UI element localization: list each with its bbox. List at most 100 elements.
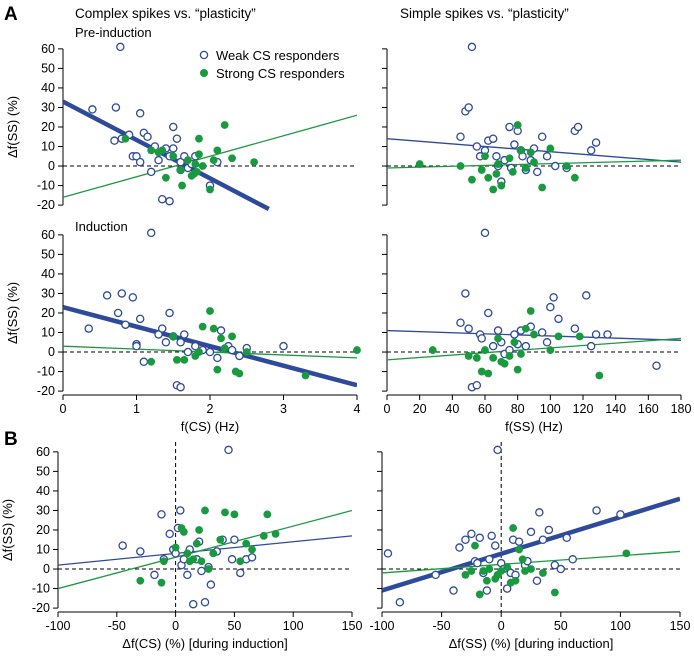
point-weak [143,132,152,141]
point-weak [157,324,167,333]
point-strong [481,346,489,354]
point-weak [473,558,482,568]
point-weak [592,506,601,515]
point-strong [197,557,206,566]
x-tick-label: 0 [498,619,505,633]
point-weak [161,338,171,347]
point-strong [477,166,486,174]
point-strong [235,369,244,378]
point-weak [475,533,484,543]
x-tick-label: 160 [638,402,659,416]
point-weak [128,293,138,302]
point-weak [514,537,524,546]
point-strong [301,371,310,380]
legend-weak-marker [199,50,209,60]
legend-strong-label: Strong CS responders [216,66,345,81]
point-weak [113,308,123,318]
y-tick-label: 10 [41,140,55,154]
point-weak [502,584,512,593]
point-strong [271,529,280,538]
point-weak [157,194,167,204]
point-strong [263,510,272,519]
x-tick-label: 20 [413,402,427,416]
point-weak [487,531,496,541]
point-weak [510,140,519,149]
point-strong [471,541,479,550]
point-strong [595,371,604,380]
point-strong [497,181,506,190]
point-weak [488,341,498,351]
point-strong [192,167,201,176]
x-tick-label: -100 [369,619,394,633]
point-weak [110,136,119,145]
point-strong [209,156,218,165]
x-axis-label: f(CS) (Hz) [181,419,240,434]
y-tick-label: 60 [41,228,55,242]
point-strong [353,346,361,354]
point-strong [479,567,488,575]
point-strong [530,330,538,339]
point-strong [259,531,268,540]
point-weak [538,535,548,544]
fit-lines [63,304,357,388]
x-tick-label: -100 [45,619,70,633]
y-tick-label: 60 [41,42,55,56]
x-tick-label: 4 [354,402,361,416]
point-weak [492,152,501,161]
point-weak [135,314,145,324]
point-weak [165,196,174,206]
point-weak [485,555,494,564]
point-strong [121,134,130,143]
point-strong [489,353,498,362]
legend: Weak CS responders Strong CS responders [199,48,345,81]
y-tick-label: 40 [36,484,50,498]
point-strong [147,357,156,366]
x-tick-label: 120 [573,402,594,416]
point-weak [603,330,612,339]
x-tick-label: 100 [283,619,304,633]
point-weak [102,291,112,300]
point-weak [139,357,149,367]
point-weak [549,293,558,302]
point-strong [195,526,204,534]
point-strong [485,565,494,573]
point-strong [189,555,198,564]
point-weak [482,586,492,595]
column-title-simple-spikes: Simple spikes vs. “plasticity” [400,6,569,21]
y-tick-label: 0 [48,345,55,359]
x-tick-label: 1 [133,402,140,416]
point-weak [467,529,476,539]
point-weak [230,535,239,544]
fit-line-weak [382,496,680,593]
point-weak [84,324,93,333]
point-weak [216,326,226,335]
point-strong [503,563,512,571]
panel-pre_cs: -20 -10 0 10 20 30 40 50 60 Δf(SS) (%) [5,42,357,212]
panel-pre_ss [382,42,681,206]
point-weak [472,142,482,151]
y-tick-label: 60 [36,445,50,459]
point-weak [165,529,174,539]
point-weak [556,564,566,574]
y-tick-label: -20 [32,601,50,615]
point-weak [132,152,141,161]
point-weak [586,146,596,155]
y-tick-label: 10 [41,326,55,340]
point-weak [542,152,552,161]
point-strong [550,588,559,597]
x-tick-label: 180 [671,402,692,416]
point-weak [554,314,563,324]
y-tick-label: 30 [41,100,55,114]
fit-line-strong [58,509,352,590]
y-tick-label: 30 [41,286,55,300]
point-strong [242,539,251,548]
point-weak [121,320,130,329]
point-strong [179,528,188,536]
point-strong [477,367,486,376]
point-weak [183,570,192,580]
point-weak [542,338,552,347]
x-tick-label: 3 [280,402,287,416]
point-weak [118,541,127,550]
point-strong [209,324,218,333]
